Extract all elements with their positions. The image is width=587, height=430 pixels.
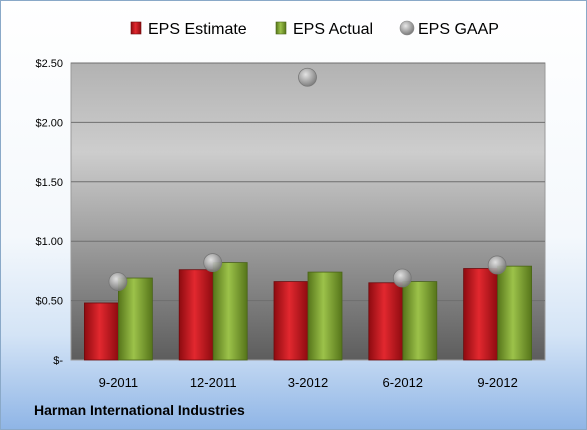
marker-eps-gaap bbox=[487, 255, 507, 275]
x-category-label: 6-2012 bbox=[383, 375, 423, 390]
bar-eps-actual bbox=[497, 265, 533, 361]
marker-eps-gaap bbox=[203, 253, 223, 272]
legend-label: EPS Estimate bbox=[148, 21, 247, 38]
y-tick-label: $0.50 bbox=[35, 296, 63, 308]
y-tick-label: $- bbox=[53, 355, 63, 367]
x-category-label: 12-2011 bbox=[190, 375, 237, 390]
gaap-markers bbox=[108, 67, 507, 291]
y-tick-label: $2.50 bbox=[35, 58, 63, 70]
marker-eps-gaap bbox=[392, 268, 412, 288]
x-category-label: 9-2012 bbox=[477, 375, 517, 390]
y-axis-ticks: $- $0.50 $1.00 $1.50 $2.00 $2.50 bbox=[35, 58, 63, 367]
legend-label: EPS GAAP bbox=[418, 21, 499, 38]
bar-eps-actual bbox=[307, 271, 343, 361]
legend-swatch bbox=[130, 21, 142, 35]
bar-eps-estimate bbox=[84, 302, 119, 361]
bars bbox=[84, 262, 533, 361]
bar-eps-estimate bbox=[368, 282, 404, 361]
legend-swatch bbox=[275, 21, 287, 35]
bar-eps-actual bbox=[212, 262, 248, 361]
company-name: Harman International Industries bbox=[34, 402, 245, 418]
marker-eps-gaap bbox=[108, 272, 128, 291]
x-category-label: 9-2011 bbox=[99, 375, 139, 390]
x-category-label: 3-2012 bbox=[288, 375, 328, 390]
y-tick-label: $1.00 bbox=[35, 236, 63, 248]
bar-eps-estimate bbox=[178, 269, 214, 361]
marker-eps-gaap bbox=[298, 67, 317, 87]
bar-eps-estimate bbox=[273, 281, 309, 361]
x-axis-categories: 9-2011 12-2011 3-2012 6-2012 9-2012 bbox=[99, 375, 518, 390]
legend-swatch bbox=[399, 20, 415, 36]
y-tick-label: $1.50 bbox=[35, 177, 63, 189]
y-tick-label: $2.00 bbox=[35, 117, 63, 129]
legend-label: EPS Actual bbox=[293, 21, 373, 38]
legend: EPS Estimate EPS Actual EPS GAAP bbox=[130, 20, 499, 38]
bar-eps-estimate bbox=[463, 268, 499, 361]
bar-eps-actual bbox=[402, 281, 438, 361]
bar-eps-actual bbox=[118, 277, 153, 361]
